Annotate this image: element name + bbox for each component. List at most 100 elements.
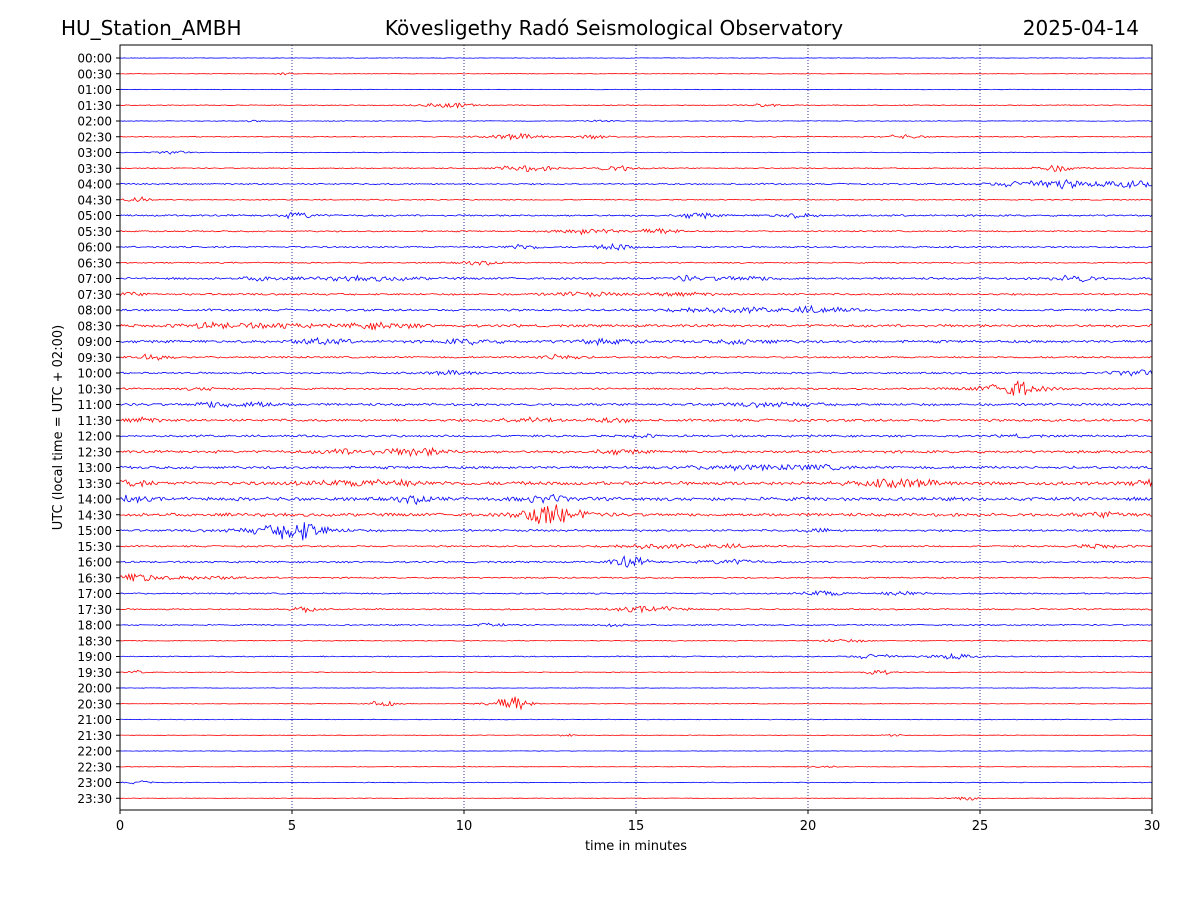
y-tick-label: 18:30 xyxy=(77,634,112,648)
y-tick-label: 05:00 xyxy=(77,209,112,223)
trace-0130 xyxy=(119,102,1153,109)
trace-1900 xyxy=(119,652,1153,660)
y-tick-label: 07:30 xyxy=(77,288,112,302)
trace-2300 xyxy=(119,780,1153,785)
trace-2330 xyxy=(119,796,1153,801)
trace-2000 xyxy=(119,687,1153,689)
trace-1130 xyxy=(119,416,1153,424)
y-tick-label: 01:30 xyxy=(77,99,112,113)
y-tick-label: 17:00 xyxy=(77,587,112,601)
chart-title: Kövesligethy Radó Seismological Observat… xyxy=(384,16,844,40)
y-tick-label: 10:00 xyxy=(77,367,112,381)
x-axis: 0 5 10 15 20 25 30 xyxy=(116,810,1160,834)
y-tick-label: 01:00 xyxy=(77,83,112,97)
trace-0930 xyxy=(119,353,1153,361)
trace-0400 xyxy=(119,179,1153,190)
y-tick-label: 02:30 xyxy=(77,130,112,144)
trace-1700 xyxy=(119,590,1153,597)
trace-1800 xyxy=(119,622,1153,628)
y-tick-label: 00:00 xyxy=(77,52,112,66)
trace-2030 xyxy=(119,696,1153,711)
trace-2130 xyxy=(119,733,1152,737)
y-tick-label: 19:00 xyxy=(77,650,112,664)
y-tick-label: 16:30 xyxy=(77,571,112,585)
trace-0300 xyxy=(119,150,1153,155)
y-tick-label: 03:30 xyxy=(77,162,112,176)
y-tick-label: 19:30 xyxy=(77,666,112,680)
trace-1500 xyxy=(119,522,1153,541)
y-tick-label: 09:00 xyxy=(77,335,112,349)
y-tick-label: 21:00 xyxy=(77,713,112,727)
trace-0000 xyxy=(119,57,1153,59)
trace-1030 xyxy=(119,379,1153,396)
trace-0030 xyxy=(120,72,1153,76)
x-tick-label: 10 xyxy=(456,819,473,834)
y-tick-label: 15:30 xyxy=(77,540,112,554)
y-tick-label: 22:00 xyxy=(77,745,112,759)
y-tick-label: 20:00 xyxy=(77,682,112,696)
trace-1430 xyxy=(119,504,1153,524)
trace-2200 xyxy=(119,750,1153,752)
trace-0600 xyxy=(119,242,1153,251)
y-tick-label: 04:00 xyxy=(77,178,112,192)
trace-0800 xyxy=(119,304,1153,315)
trace-0830 xyxy=(119,321,1153,331)
x-tick-label: 20 xyxy=(800,819,817,834)
y-tick-label: 07:00 xyxy=(77,272,112,286)
trace-0230 xyxy=(119,132,1153,141)
trace-0330 xyxy=(119,164,1153,173)
y-tick-label: 02:00 xyxy=(77,115,112,129)
trace-1200 xyxy=(119,433,1153,439)
y-tick-label: 13:30 xyxy=(77,477,112,491)
y-tick-label: 20:30 xyxy=(77,697,112,711)
trace-1100 xyxy=(119,400,1153,409)
trace-1000 xyxy=(119,369,1153,377)
trace-0630 xyxy=(119,260,1153,266)
y-tick-label: 23:30 xyxy=(77,792,112,806)
y-tick-label: 09:30 xyxy=(77,351,112,365)
y-tick-label: 12:30 xyxy=(77,445,112,459)
x-tick-label: 0 xyxy=(116,819,124,834)
y-tick-label: 11:00 xyxy=(77,398,112,412)
trace-1530 xyxy=(119,542,1153,550)
y-tick-label: 15:00 xyxy=(77,524,112,538)
trace-0500 xyxy=(119,211,1153,220)
y-tick-label: 23:00 xyxy=(77,776,112,790)
y-tick-label: 16:00 xyxy=(77,556,112,570)
y-tick-label: 21:30 xyxy=(77,729,112,743)
y-tick-label: 08:30 xyxy=(77,319,112,333)
trace-1400 xyxy=(119,493,1153,506)
y-tick-label: 06:00 xyxy=(77,241,112,255)
trace-1630 xyxy=(119,572,1153,582)
y-axis-label: UTC (local time = UTC + 02:00) xyxy=(51,325,66,530)
y-tick-label: 03:00 xyxy=(77,146,112,160)
y-tick-label: 14:00 xyxy=(77,493,112,507)
y-tick-label: 10:30 xyxy=(77,382,112,396)
x-tick-label: 15 xyxy=(628,819,645,834)
trace-2100 xyxy=(119,718,1153,721)
y-tick-label: 04:30 xyxy=(77,193,112,207)
chart-date: 2025-04-14 xyxy=(1022,16,1139,40)
trace-2230 xyxy=(119,765,1153,768)
trace-1930 xyxy=(119,669,1153,676)
y-tick-label: 18:00 xyxy=(77,619,112,633)
trace-0700 xyxy=(119,274,1153,283)
y-tick-label: 05:30 xyxy=(77,225,112,239)
y-tick-label: 06:30 xyxy=(77,256,112,270)
y-tick-label: 12:00 xyxy=(77,430,112,444)
station-name: HU_Station_AMBH xyxy=(61,16,242,40)
x-tick-label: 25 xyxy=(972,819,989,834)
trace-1330 xyxy=(119,477,1153,489)
trace-1730 xyxy=(119,605,1153,614)
trace-0900 xyxy=(119,336,1153,347)
trace-0730 xyxy=(119,291,1153,298)
x-tick-label: 30 xyxy=(1144,819,1161,834)
trace-0100 xyxy=(119,88,1153,91)
trace-0430 xyxy=(119,196,1153,203)
trace-1600 xyxy=(119,555,1153,568)
trace-1300 xyxy=(119,463,1153,472)
vertical-grid xyxy=(291,45,981,810)
trace-0530 xyxy=(119,227,1153,236)
